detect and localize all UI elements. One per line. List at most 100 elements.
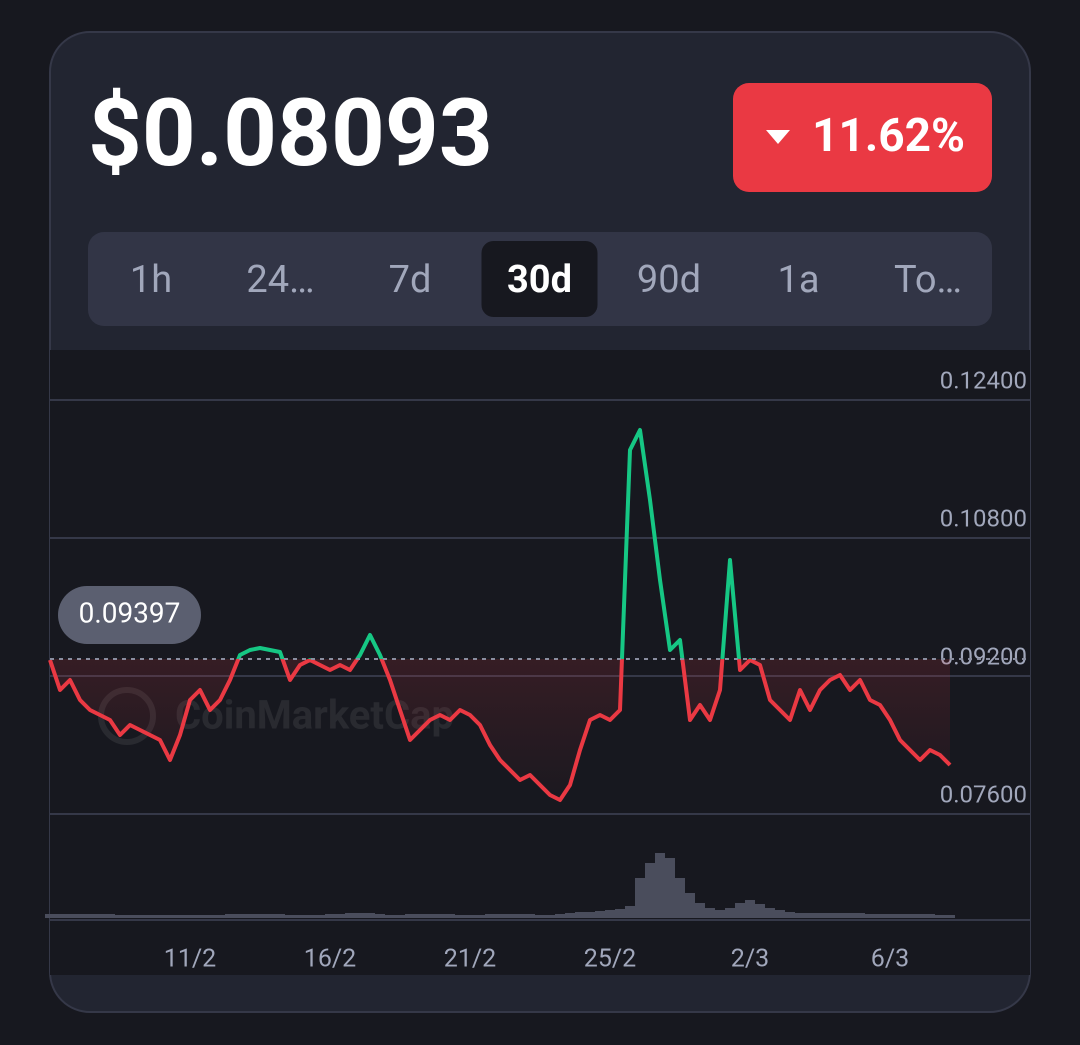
volume-bar [465, 915, 475, 918]
volume-bar [355, 913, 365, 918]
volume-bar [45, 914, 55, 918]
volume-bar [225, 914, 235, 918]
tab[interactable]: To… [894, 258, 962, 302]
volume-bar [155, 915, 165, 918]
volume-bar [865, 914, 875, 918]
volume-bar [485, 914, 495, 918]
down-arrow [766, 130, 790, 144]
volume-bar [105, 914, 115, 918]
line-down [48, 659, 952, 802]
volume-bar [75, 914, 85, 918]
volume-bar [215, 915, 225, 918]
volume-bar [425, 914, 435, 918]
volume-bar [95, 914, 105, 918]
volume-bar [245, 914, 255, 918]
volume-bar [935, 915, 945, 918]
y-tick-label: 0.10800 [940, 504, 1027, 532]
volume-bar [735, 903, 745, 918]
x-tick-label: 25/2 [584, 945, 636, 974]
volume-bar [385, 915, 395, 918]
volume-bar [115, 915, 125, 918]
volume-bar [455, 915, 465, 918]
volume-bar [645, 863, 655, 918]
volume-bar [715, 910, 725, 918]
volume-bar [575, 912, 585, 918]
volume-bar [285, 915, 295, 918]
volume-bar [85, 914, 95, 918]
volume-bar [615, 909, 625, 918]
volume-bar [625, 906, 635, 918]
volume-bar [555, 914, 565, 918]
volume-bar [305, 915, 315, 918]
volume-bar [365, 913, 375, 918]
volume-bar [885, 914, 895, 918]
change-badge [733, 83, 992, 192]
x-tick-label: 2/3 [731, 945, 769, 974]
x-tick-label: 16/2 [304, 945, 356, 974]
volume-bar [255, 914, 265, 918]
volume-bar [175, 915, 185, 918]
volume-bar [895, 914, 905, 918]
volume-bar [725, 908, 735, 918]
volume-bar [375, 914, 385, 918]
volume-bar [875, 914, 885, 918]
volume-bar [435, 914, 445, 918]
volume-bar [415, 914, 425, 918]
volume-bar [925, 914, 935, 918]
tab[interactable]: 24… [246, 258, 314, 302]
volume-bar [295, 915, 305, 918]
volume-bar [395, 915, 405, 918]
chart: 0.124000.108000.092000.07600CoinMarketCa… [45, 366, 1030, 974]
volume-bar [695, 903, 705, 918]
volume-bar [785, 912, 795, 918]
volume-bar [405, 914, 415, 918]
volume-bar [515, 914, 525, 918]
volume-bar [665, 858, 675, 918]
tab[interactable]: 1a [777, 258, 819, 302]
y-tick-label: 0.12400 [940, 366, 1027, 394]
tab[interactable]: 7d [389, 258, 432, 302]
volume-bar [705, 908, 715, 918]
volume-bar [915, 914, 925, 918]
volume-bar [745, 900, 755, 918]
volume-bar [495, 914, 505, 918]
change-value: 11.62% [812, 109, 965, 163]
area-down [50, 659, 950, 800]
volume-bar [765, 908, 775, 918]
volume-bar [505, 914, 515, 918]
volume-bar [685, 893, 695, 918]
x-tick-label: 11/2 [164, 945, 216, 974]
price: $0.08093 [88, 78, 493, 188]
volume-bar [475, 915, 485, 918]
volume-bar [345, 913, 355, 918]
volume-bar [55, 914, 65, 918]
volume-bar [755, 904, 765, 918]
volume-bar [815, 913, 825, 918]
volume-bar [565, 913, 575, 918]
volume-bar [185, 915, 195, 918]
volume-bar [125, 915, 135, 918]
baseline-label: 0.09397 [79, 596, 181, 629]
tab[interactable]: 1h [130, 258, 172, 302]
volume-bar [525, 914, 535, 918]
tab[interactable]: 30d [507, 258, 572, 302]
volume-bar [675, 878, 685, 918]
volume-bar [275, 914, 285, 918]
x-tick-label: 6/3 [871, 945, 909, 974]
volume-bar [825, 913, 835, 918]
volume-bar [265, 914, 275, 918]
volume-bar [335, 914, 345, 918]
volume-bar [165, 915, 175, 918]
volume-bar [145, 915, 155, 918]
volume-bar [805, 913, 815, 918]
tab[interactable]: 90d [637, 258, 701, 302]
volume-bar [905, 914, 915, 918]
volume-bar [535, 915, 545, 918]
volume-bar [775, 910, 785, 918]
volume-bar [585, 912, 595, 918]
tabs: 1h 24… 7d 30d 90d 1a To… [130, 241, 962, 317]
volume-bar [595, 911, 605, 918]
volume-bar [635, 878, 645, 918]
volume-bar [315, 915, 325, 918]
